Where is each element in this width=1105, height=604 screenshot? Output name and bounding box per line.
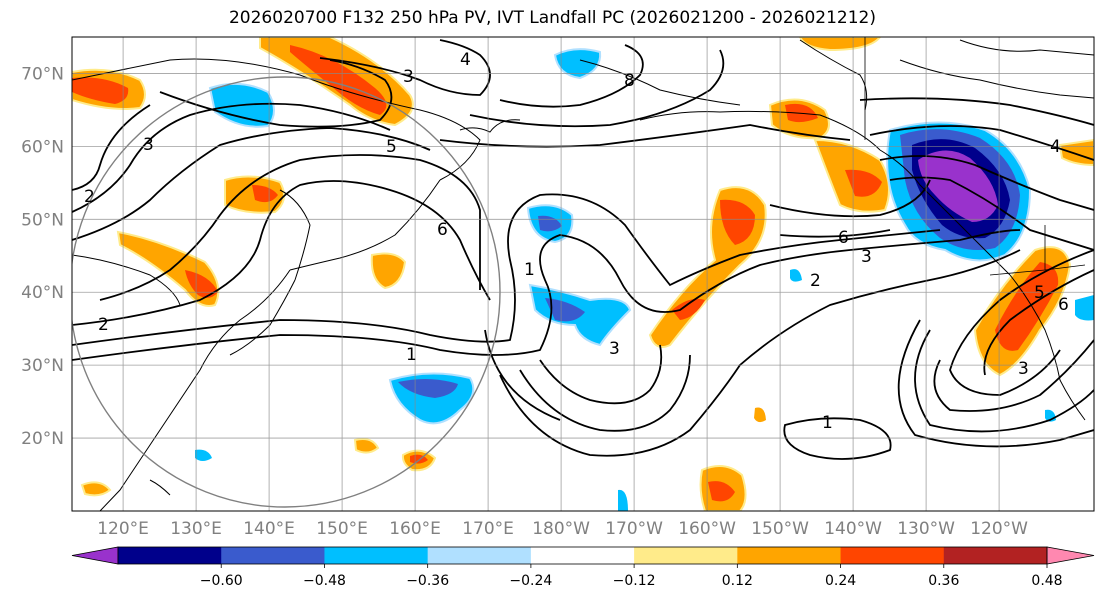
longitude-tick-label: 160°E xyxy=(389,519,441,539)
colorbar-tick-label: −0.36 xyxy=(406,573,449,589)
figure-title: 2026020700 F132 250 hPa PV, IVT Landfall… xyxy=(228,8,876,28)
latitude-tick-label: 40°N xyxy=(21,283,64,303)
latitude-labels: 70°N 60°N 50°N 40°N 30°N 20°N xyxy=(21,64,64,449)
colorbar-tick-label: 0.12 xyxy=(722,573,753,589)
colorbar-outline xyxy=(117,546,1048,565)
latitude-tick-label: 30°N xyxy=(21,356,64,376)
colorbar-swatch xyxy=(530,547,635,564)
longitude-tick-label: 130°W xyxy=(897,519,955,539)
colorbar-swatch xyxy=(324,547,429,564)
colorbar-tick-label: −0.12 xyxy=(613,573,656,589)
contour-label: 3 xyxy=(1018,359,1029,379)
latitude-tick-label: 20°N xyxy=(21,429,64,449)
longitude-tick-label: 160°W xyxy=(678,519,736,539)
longitude-tick-label: 150°E xyxy=(316,519,368,539)
contour-label: 1 xyxy=(524,260,535,280)
colorbar xyxy=(71,546,1095,568)
latitude-tick-label: 70°N xyxy=(21,64,64,84)
longitude-tick-label: 140°W xyxy=(824,519,882,539)
longitude-labels: 120°E 130°E 140°E 150°E 160°E 170°E 180°W 170°W… xyxy=(97,519,1028,539)
contour-label: 1 xyxy=(822,413,833,433)
longitude-tick-label: 140°E xyxy=(243,519,295,539)
contour-label: 5 xyxy=(386,137,397,157)
longitude-tick-label: 170°E xyxy=(462,519,514,539)
colorbar-tick-label: −0.24 xyxy=(509,573,552,589)
contour-label: 2 xyxy=(84,187,95,207)
colorbar-tick-label: 0.24 xyxy=(825,573,856,589)
ivt-contours xyxy=(72,39,1094,460)
colorbar-tick-label: −0.48 xyxy=(303,573,346,589)
colorbar-swatch xyxy=(221,547,325,564)
colorbar-swatch xyxy=(427,547,532,564)
colorbar-tick-label: 0.36 xyxy=(928,573,959,589)
contour-label: 2 xyxy=(98,315,109,335)
colorbar-extend-high xyxy=(1046,546,1095,565)
colorbar-swatch xyxy=(840,547,945,564)
contour-label: 3 xyxy=(609,339,620,359)
map-frame xyxy=(71,36,1095,512)
contour-label: 6 xyxy=(1058,295,1069,315)
longitude-tick-label: 130°E xyxy=(170,519,222,539)
longitude-tick-label: 180°W xyxy=(532,519,590,539)
contour-label: 3 xyxy=(403,67,414,87)
colorbar-swatch xyxy=(943,547,1048,564)
colorbar-swatch xyxy=(737,547,842,564)
longitude-tick-label: 120°E xyxy=(97,519,149,539)
contour-label: 6 xyxy=(838,228,849,248)
latitude-tick-label: 60°N xyxy=(21,137,64,157)
colorbar-tick-labels: −0.60 −0.48 −0.36 −0.24 −0.12 0.12 0.24 0.36 0.4… xyxy=(200,573,1063,589)
contour-label: 3 xyxy=(861,247,872,267)
pv-negative-anomalies xyxy=(195,48,1094,511)
longitude-tick-label: 120°W xyxy=(970,519,1028,539)
longitude-tick-label: 150°W xyxy=(751,519,809,539)
longitude-tick-label: 170°W xyxy=(605,519,663,539)
colorbar-extend-low xyxy=(71,546,119,565)
contour-label: 3 xyxy=(143,135,154,155)
colorbar-swatch xyxy=(634,547,738,564)
colorbar-tick-label: −0.60 xyxy=(200,573,243,589)
contour-label: 6 xyxy=(437,220,448,240)
graticule xyxy=(72,37,1094,511)
contour-label: 5 xyxy=(1034,283,1045,303)
contour-label: 4 xyxy=(460,50,471,70)
contour-label: 4 xyxy=(1050,137,1061,157)
contour-label: 8 xyxy=(624,71,635,91)
colorbar-swatch xyxy=(118,547,222,564)
contour-label-group: 3 4 8 3 5 2 6 1 2 1 3 6 3 2 4 5 6 3 1 xyxy=(84,50,1069,433)
country-borders xyxy=(864,37,1086,276)
contour-label: 1 xyxy=(406,345,417,365)
contour-label: 2 xyxy=(810,271,821,291)
latitude-tick-label: 50°N xyxy=(21,210,64,230)
colorbar-tick-label: 0.48 xyxy=(1031,573,1062,589)
